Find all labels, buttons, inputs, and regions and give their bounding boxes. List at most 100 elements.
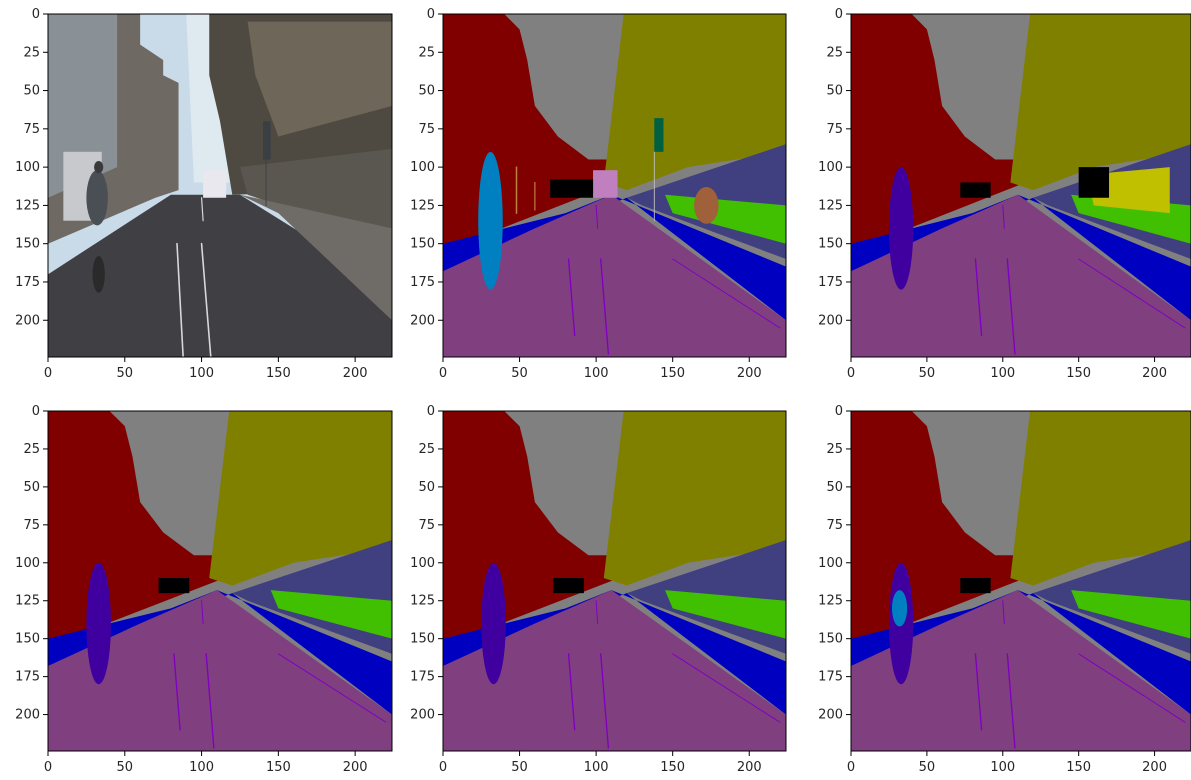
axes-frame [47, 410, 393, 752]
y-tick-label: 150 [15, 237, 40, 252]
y-tick-label: 0 [835, 404, 843, 419]
panel-3: 0 50 100 150 200 0 25 50 75 100 125 150 175 200 [818, 7, 1191, 381]
photo-road [48, 194, 392, 357]
seg-car [553, 577, 584, 594]
photo-cyclist-body [86, 170, 108, 226]
seg-lane-marking [1006, 653, 1016, 749]
y-tick-label: 175 [818, 275, 843, 290]
panel-4: 0 50 100 150 200 0 25 50 75 100 125 150 175 200 [15, 404, 393, 775]
seg-lane-marking [173, 653, 181, 731]
y-tick-label: 200 [410, 313, 435, 328]
x-tick-label: 0 [847, 366, 855, 381]
y-tick-label: 125 [15, 198, 40, 213]
x-tick-label: 100 [584, 366, 609, 381]
y-tick-label: 25 [418, 442, 435, 457]
x-tick-label: 0 [847, 760, 855, 775]
y-tick-label: 100 [410, 160, 435, 175]
x-tick-label: 0 [44, 760, 52, 775]
y-tick-label: 75 [23, 122, 40, 137]
y-tick-label: 25 [826, 45, 843, 60]
y-tick-label: 75 [23, 518, 40, 533]
y-tick-label: 150 [410, 237, 435, 252]
seg-tree-top [614, 411, 786, 556]
x-tick-label: 0 [439, 366, 447, 381]
y-tick-label: 25 [826, 442, 843, 457]
x-tick-label: 150 [660, 760, 685, 775]
x-tick-label: 0 [439, 760, 447, 775]
x-tick-label: 50 [919, 760, 936, 775]
seg-lane-marking [600, 258, 610, 355]
seg-vegetation [270, 590, 392, 639]
seg-sidewalk [443, 194, 786, 321]
seg-sidewalk [443, 590, 786, 715]
seg-lane-marking [1078, 258, 1186, 329]
y-tick-label: 0 [427, 7, 435, 22]
y-tick-label: 50 [826, 480, 843, 495]
y-tick-label: 0 [32, 404, 40, 419]
y-tick-label: 50 [23, 480, 40, 495]
x-tick-label: 100 [189, 366, 214, 381]
x-tick-label: 200 [343, 366, 368, 381]
panel-2: 0 50 100 150 200 0 25 50 75 100 125 150 175 200 [410, 7, 787, 381]
y-tick-label: 175 [410, 275, 435, 290]
panel-image [851, 411, 1191, 751]
seg-lane-marking [672, 258, 781, 329]
y-tick-label: 50 [418, 480, 435, 495]
y-tick-label: 75 [826, 122, 843, 137]
x-tick-label: 150 [1066, 760, 1091, 775]
y-tick-label: 125 [410, 198, 435, 213]
y-tick-label: 0 [427, 404, 435, 419]
photo-bike-wheel [92, 255, 105, 293]
x-tick-label: 200 [1142, 760, 1167, 775]
y-tick-label: 175 [15, 275, 40, 290]
photo-lane-line [200, 197, 204, 222]
seg-car [158, 577, 190, 594]
seg-lane-marking [1002, 600, 1005, 624]
x-tick-label: 150 [266, 366, 291, 381]
axes-frame [850, 410, 1191, 752]
axes-frame [442, 410, 787, 752]
seg-pedestrian [481, 562, 506, 685]
panel-1: 0 50 100 150 200 0 25 50 75 100 125 150 175 200 [15, 7, 393, 381]
seg-lane-marking [1006, 258, 1016, 355]
seg-car [960, 577, 991, 594]
seg-road [851, 194, 1191, 357]
panel-6: 0 50 100 150 200 0 25 50 75 100 125 150 175 200 [818, 404, 1191, 775]
y-tick-label: 75 [826, 518, 843, 533]
seg-lane-marking [974, 653, 983, 731]
panel-image [443, 14, 786, 357]
seg-pedestrian [888, 167, 914, 290]
seg-lane-marking [1078, 653, 1186, 723]
x-tick-label: 200 [737, 366, 762, 381]
x-tick-label: 50 [117, 760, 134, 775]
y-tick-label: 200 [15, 313, 40, 328]
seg-sidewalk [851, 590, 1191, 715]
seg-dog [694, 187, 719, 224]
y-tick-label: 125 [15, 594, 40, 609]
photo-bus [203, 170, 227, 198]
seg-tree-top [220, 411, 392, 556]
y-tick-label: 125 [410, 594, 435, 609]
seg-lane-marking [205, 653, 215, 749]
seg-sidewalk [48, 590, 392, 715]
y-tick-label: 200 [410, 708, 435, 723]
panel-image [48, 411, 392, 751]
seg-lane-marking [1002, 204, 1005, 229]
y-tick-label: 100 [410, 556, 435, 571]
photo-lane-line [176, 242, 184, 357]
y-tick-label: 0 [835, 7, 843, 22]
photo-traffic-light [263, 121, 271, 160]
panel-image [48, 14, 392, 357]
seg-cyclist [891, 590, 908, 627]
y-tick-label: 25 [418, 45, 435, 60]
seg-lane-marking [595, 600, 599, 624]
y-tick-label: 150 [15, 632, 40, 647]
y-tick-label: 75 [418, 122, 435, 137]
x-tick-label: 100 [189, 760, 214, 775]
seg-car [960, 182, 991, 198]
y-tick-label: 200 [818, 313, 843, 328]
y-tick-label: 50 [418, 84, 435, 99]
y-tick-label: 100 [818, 160, 843, 175]
x-tick-label: 100 [584, 760, 609, 775]
